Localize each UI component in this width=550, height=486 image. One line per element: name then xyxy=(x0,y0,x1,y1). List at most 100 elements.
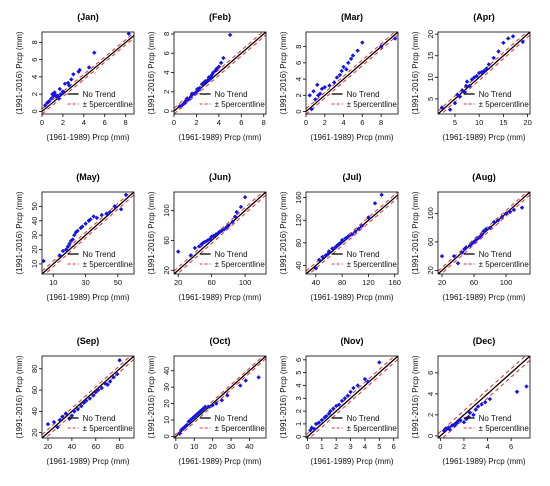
data-point xyxy=(460,88,465,93)
data-point xyxy=(66,83,72,88)
plot-frame xyxy=(305,191,399,275)
data-point xyxy=(313,266,319,271)
data-point xyxy=(49,96,54,101)
data-point xyxy=(65,80,71,86)
data-point xyxy=(83,221,88,226)
plot-frame xyxy=(41,31,135,115)
data-point xyxy=(60,248,66,254)
x-tick-label: 4 xyxy=(341,118,345,127)
y-tick-label: 20 xyxy=(30,245,39,253)
data-point xyxy=(207,77,213,82)
data-point xyxy=(51,419,57,425)
legend-no-trend-label: No Trend xyxy=(347,90,380,99)
data-point xyxy=(487,396,493,402)
plot-frame xyxy=(41,355,135,439)
y-tick-label: 4 xyxy=(426,392,435,396)
data-point xyxy=(339,237,345,243)
data-point xyxy=(317,91,323,96)
legend-percentile-label: ± 5percentline xyxy=(83,100,134,109)
x-tick-label: 4 xyxy=(82,118,86,127)
data-point xyxy=(520,39,525,45)
data-point xyxy=(451,253,457,259)
data-point xyxy=(457,94,462,99)
data-point xyxy=(447,427,452,432)
chart-title: (Oct) xyxy=(210,336,231,346)
data-point xyxy=(471,412,476,418)
y-tick-label: 4 xyxy=(294,77,303,81)
legend-percentile-label: ± 5percentline xyxy=(479,424,530,433)
x-tick-label: 10 xyxy=(475,118,483,127)
y-tick-label: 6 xyxy=(30,58,39,62)
chart-panel-12: (Dec) 0 2 4 6 0 2 4 6 (1961-1989) Prcp (mm) (1991-… xyxy=(411,336,531,466)
data-point xyxy=(42,258,46,264)
legend-percentile-label: ± 5percentline xyxy=(83,260,134,269)
data-point xyxy=(486,62,492,67)
legend-percentile-label: ± 5percentline xyxy=(215,100,266,109)
data-point xyxy=(481,229,486,234)
y-axis-label: (1991-2016) Prcp (mm) xyxy=(147,355,156,438)
x-tick-label: 8 xyxy=(262,118,266,127)
data-point xyxy=(360,40,365,45)
data-point xyxy=(184,98,189,103)
data-point xyxy=(378,44,384,49)
percentile-line xyxy=(42,32,134,110)
data-point xyxy=(111,375,116,380)
chart-panel-8: (Aug) 20 60 100 20 60 100 (1961-1989) Prcp (mm)… xyxy=(411,172,531,302)
y-tick-label: 2 xyxy=(426,413,435,417)
data-point xyxy=(473,407,478,412)
data-point xyxy=(72,232,77,238)
legend-percentile-label: ± 5percentline xyxy=(215,424,266,433)
data-point xyxy=(319,417,325,423)
x-tick-label: 30 xyxy=(227,442,235,451)
data-point xyxy=(475,404,481,409)
data-point xyxy=(77,67,82,73)
x-tick-label: 30 xyxy=(81,278,89,287)
y-tick-label: 80 xyxy=(30,365,39,373)
y-tick-label: 1 xyxy=(294,422,303,426)
data-point xyxy=(336,402,342,407)
y-axis-label: (1991-2016) Prcp (mm) xyxy=(147,191,156,274)
data-point xyxy=(91,393,96,398)
data-point xyxy=(194,89,199,95)
data-point xyxy=(62,81,68,86)
data-point xyxy=(483,226,489,232)
x-tick-label: 5 xyxy=(453,118,457,127)
data-point xyxy=(339,68,344,74)
y-tick-label: 6 xyxy=(426,371,435,375)
data-point xyxy=(105,382,110,387)
chart-title: (Feb) xyxy=(209,12,231,22)
data-point xyxy=(464,79,470,84)
y-tick-label: 6 xyxy=(162,51,171,55)
data-point xyxy=(461,420,467,425)
legend-no-trend-label: No Trend xyxy=(479,250,512,259)
y-tick-label: 160 xyxy=(294,191,303,204)
y-tick-label: 4 xyxy=(162,70,171,74)
y-tick-label: 2 xyxy=(294,409,303,413)
chart-panel-3: (Mar) 0 2 4 6 8 0 2 4 6 8 (1961-1989) Prcp (mm) (199… xyxy=(279,12,399,142)
legend-no-trend-label: No Trend xyxy=(479,414,512,423)
chart-title: (Jan) xyxy=(77,12,99,22)
data-point xyxy=(205,78,210,83)
data-point xyxy=(337,72,342,78)
data-point xyxy=(179,103,185,108)
data-point xyxy=(455,92,460,97)
data-point xyxy=(126,32,131,36)
x-tick-label: 20 xyxy=(44,442,52,451)
data-point xyxy=(81,400,87,406)
y-tick-label: 15 xyxy=(426,52,435,60)
data-point xyxy=(323,414,329,419)
data-point xyxy=(487,225,493,230)
data-point xyxy=(322,85,327,90)
y-axis-label: (1991-2016) Prcp (mm) xyxy=(279,31,288,114)
data-point xyxy=(79,403,84,409)
data-point xyxy=(92,50,97,55)
data-point xyxy=(181,101,187,106)
data-point xyxy=(51,93,56,99)
data-point xyxy=(341,64,346,70)
data-point xyxy=(53,92,58,98)
data-point xyxy=(206,75,211,80)
x-tick-label: 2 xyxy=(61,118,65,127)
data-point xyxy=(312,426,317,432)
data-point xyxy=(175,249,181,254)
